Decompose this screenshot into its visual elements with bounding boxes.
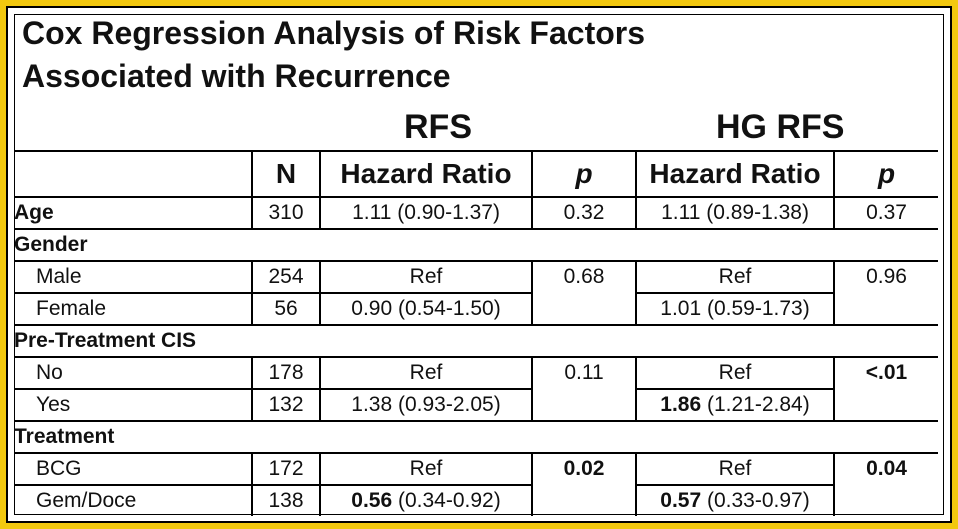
cell-hr-rfs: 1.11 (0.90-1.37) bbox=[320, 197, 533, 229]
header-n: N bbox=[252, 151, 321, 197]
cell-n: 132 bbox=[252, 389, 321, 421]
table-row: BCG 172 Ref 0.02 Ref 0.04 bbox=[14, 453, 938, 516]
section-label: Pre-Treatment CIS bbox=[14, 329, 197, 352]
table-row: Female 56 0.90 (0.54-1.50) 1.01 (0.59-1.… bbox=[14, 293, 938, 325]
cell-n: 56 bbox=[252, 293, 321, 325]
hr-value-bold: 0.56 bbox=[351, 489, 393, 512]
section-label: Treatment bbox=[14, 425, 115, 448]
cell-n: 310 bbox=[252, 197, 321, 229]
header-hazard-ratio-rfs: Hazard Ratio bbox=[320, 151, 533, 197]
table-row: No 178 Ref 0.11 Ref <.01 bbox=[14, 357, 938, 421]
table-row: Male 254 Ref 0.68 Ref 0.96 bbox=[14, 261, 938, 325]
cell-p-rfs: 0.32 bbox=[532, 197, 637, 229]
table-row: Age 310 1.11 (0.90-1.37) 0.32 1.11 (0.89… bbox=[14, 197, 938, 229]
row-label: Gem/Doce bbox=[14, 485, 253, 516]
table-row: Pre-Treatment CIS bbox=[14, 325, 938, 357]
title-line-1: Cox Regression Analysis of Risk Factors bbox=[22, 15, 646, 51]
row-label: Female bbox=[14, 293, 253, 325]
row-label: No bbox=[14, 357, 253, 389]
table-row: Gem/Doce 138 0.56 (0.34-0.92) 0.57 (0.33… bbox=[14, 485, 938, 516]
cell-p-hg: <.01 bbox=[865, 361, 908, 384]
cell-hr-hg: Ref bbox=[636, 453, 835, 485]
hr-ci: (1.21-2.84) bbox=[701, 393, 810, 416]
header-hazard-ratio-hg: Hazard Ratio bbox=[636, 151, 835, 197]
hr-value-bold: 0.57 bbox=[660, 489, 702, 512]
table-row: Yes 132 1.38 (0.93-2.05) 1.86 (1.21-2.84… bbox=[14, 389, 938, 421]
cell-hr-rfs: Ref bbox=[320, 261, 533, 293]
group-header-hg-rfs: HG RFS bbox=[716, 108, 845, 146]
cell-hr-rfs: 0.90 (0.54-1.50) bbox=[320, 293, 533, 325]
cell-n: 172 bbox=[252, 453, 321, 485]
row-label: Age bbox=[14, 197, 253, 229]
cell-hr-hg: Ref bbox=[636, 261, 835, 293]
cell-n: 138 bbox=[252, 485, 321, 516]
cell-hr-hg: 0.57 (0.33-0.97) bbox=[636, 485, 835, 516]
cell-hr-rfs: 0.56 (0.34-0.92) bbox=[320, 485, 533, 516]
cell-p-rfs: 0.68 bbox=[532, 261, 637, 325]
row-label: Yes bbox=[14, 389, 253, 421]
cell-p-hg: 0.37 bbox=[866, 201, 907, 224]
title-line-2: Associated with Recurrence bbox=[22, 58, 451, 94]
table-row: Treatment bbox=[14, 421, 938, 453]
hr-ci: (0.33-0.97) bbox=[701, 489, 810, 512]
cell-hr-rfs: Ref bbox=[320, 357, 533, 389]
cell-p-hg: 0.96 bbox=[866, 265, 907, 288]
table-header-row: N Hazard Ratio p Hazard Ratio p bbox=[14, 151, 938, 197]
row-label: Male bbox=[14, 261, 253, 293]
cell-hr-hg: Ref bbox=[636, 357, 835, 389]
cell-p-rfs: 0.11 bbox=[532, 357, 637, 421]
header-p-hg: p bbox=[877, 158, 896, 189]
row-label: BCG bbox=[14, 453, 253, 485]
header-empty bbox=[14, 151, 253, 197]
header-p-rfs: p bbox=[532, 151, 637, 197]
slide-title: Cox Regression Analysis of Risk Factors … bbox=[22, 12, 645, 98]
cell-p-rfs: 0.02 bbox=[532, 453, 637, 516]
section-label: Gender bbox=[14, 233, 88, 256]
cell-hr-hg: 1.11 (0.89-1.38) bbox=[636, 197, 835, 229]
cell-n: 178 bbox=[252, 357, 321, 389]
cell-n: 254 bbox=[252, 261, 321, 293]
cell-hr-hg: 1.01 (0.59-1.73) bbox=[636, 293, 835, 325]
hr-value-bold: 1.86 bbox=[660, 393, 702, 416]
cell-p-hg: 0.04 bbox=[866, 457, 907, 480]
group-header-rfs: RFS bbox=[404, 108, 472, 146]
cell-hr-hg: 1.86 (1.21-2.84) bbox=[636, 389, 835, 421]
cell-hr-rfs: Ref bbox=[320, 453, 533, 485]
hr-ci: (0.34-0.92) bbox=[392, 489, 501, 512]
cell-hr-rfs: 1.38 (0.93-2.05) bbox=[320, 389, 533, 421]
regression-table: N Hazard Ratio p Hazard Ratio p Age 310 … bbox=[14, 150, 938, 516]
table-row: Gender bbox=[14, 229, 938, 261]
